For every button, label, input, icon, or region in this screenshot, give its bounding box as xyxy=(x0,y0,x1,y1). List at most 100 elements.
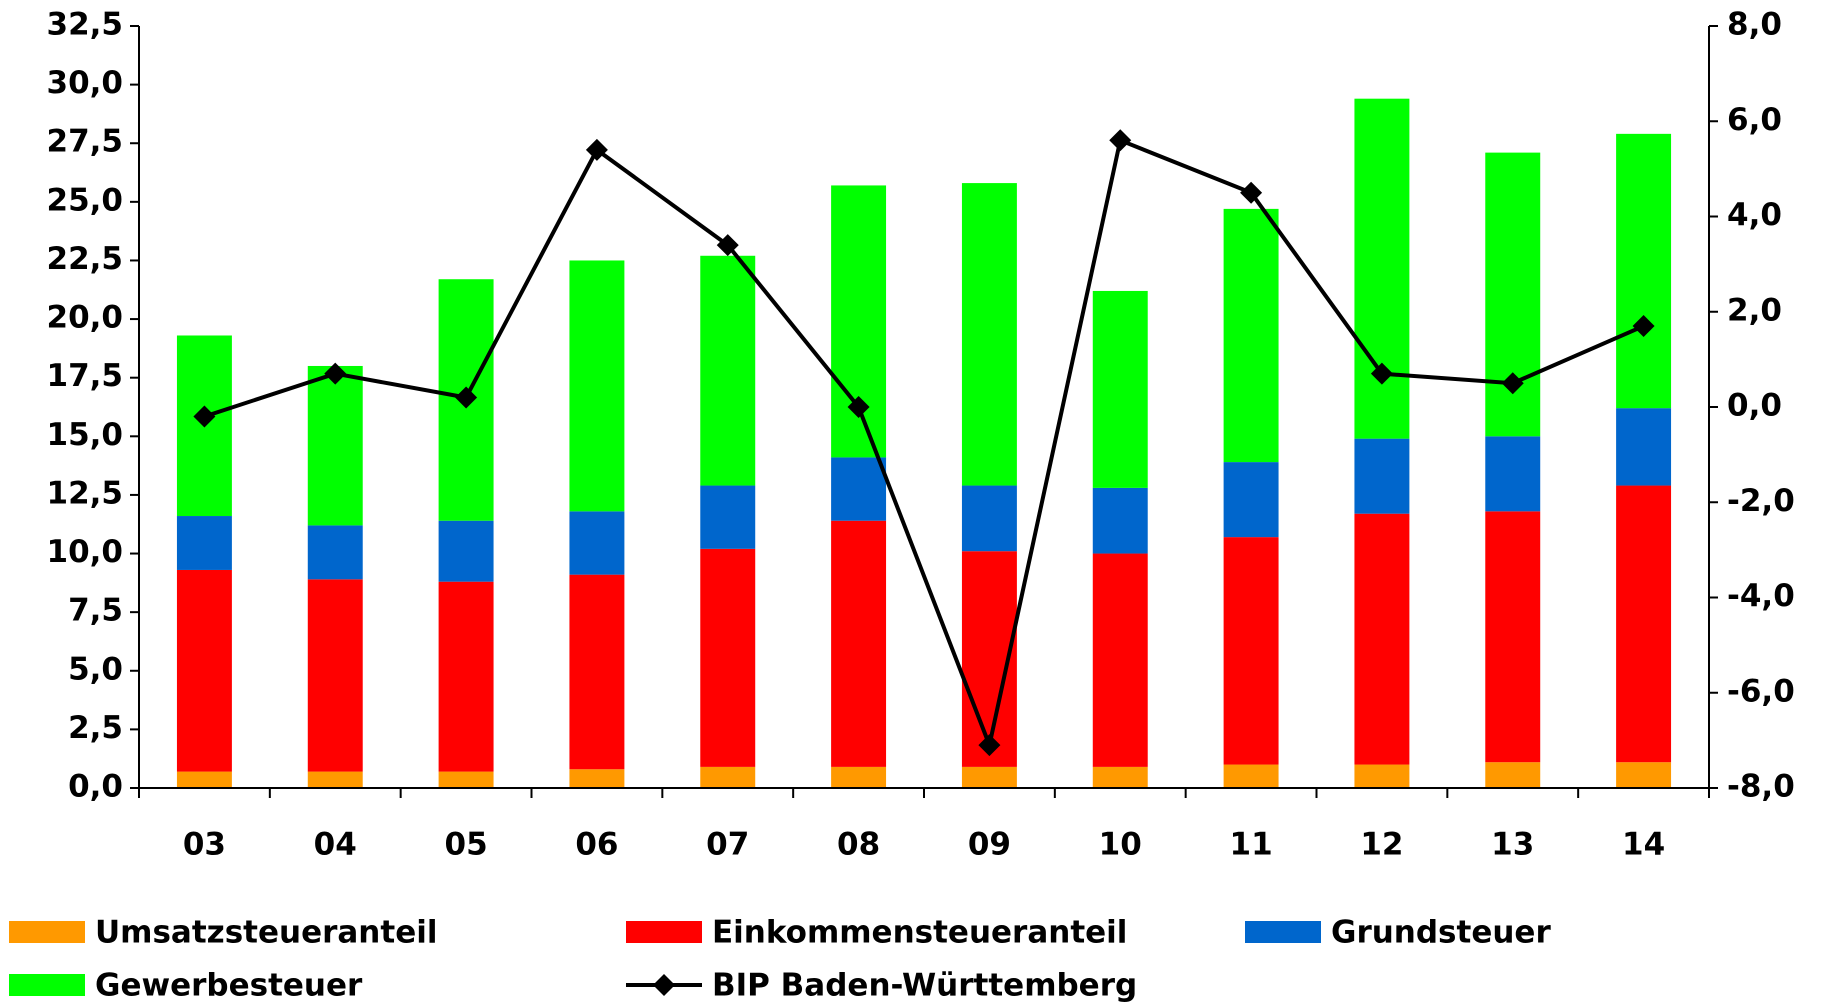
bar-segment xyxy=(1616,485,1672,763)
legend-swatch xyxy=(9,921,85,943)
x-tick-label: 11 xyxy=(1230,827,1273,863)
marker xyxy=(1632,315,1655,338)
y-tick-label: 2,5 xyxy=(68,710,123,746)
y-tick-label: 32,5 xyxy=(47,7,124,43)
bar-segment xyxy=(1223,462,1279,538)
x-tick-label: 13 xyxy=(1491,827,1534,863)
y2-tick-label: 0,0 xyxy=(1727,388,1782,424)
bar-segment xyxy=(438,581,494,772)
y2-tick-label: 2,0 xyxy=(1727,292,1782,328)
bar-segment xyxy=(438,771,494,788)
marker xyxy=(324,362,347,385)
legend-label: BIP Baden-Württemberg xyxy=(712,968,1137,1004)
x-tick-label: 14 xyxy=(1622,827,1665,863)
bar-segment xyxy=(700,255,756,486)
y2-tick-label: -2,0 xyxy=(1727,483,1795,519)
y-tick-label: 0,0 xyxy=(68,769,123,805)
y-tick-label: 17,5 xyxy=(47,358,124,394)
y-tick-label: 27,5 xyxy=(47,124,124,160)
bar-segment xyxy=(831,457,887,521)
y-tick-label: 30,0 xyxy=(47,65,124,101)
y-tick-label: 12,5 xyxy=(47,475,124,511)
bar-segment xyxy=(961,485,1017,552)
bar-segment xyxy=(1092,487,1148,554)
bar-segment xyxy=(961,183,1017,486)
bar-segment xyxy=(176,569,232,772)
bar-segment xyxy=(1223,208,1279,463)
x-tick-label: 03 xyxy=(183,827,226,863)
bar-segment xyxy=(1223,537,1279,765)
y-tick-label: 7,5 xyxy=(68,593,123,629)
bar-segment xyxy=(1485,436,1541,512)
y2-tick-label: -8,0 xyxy=(1727,769,1795,805)
bar-segment xyxy=(1616,762,1672,788)
marker xyxy=(1109,129,1132,152)
bar-segment xyxy=(1354,513,1410,765)
bar-segment xyxy=(307,365,363,526)
marker xyxy=(978,734,1001,757)
bar-segment xyxy=(1092,290,1148,488)
bar-segment xyxy=(1616,408,1672,486)
bar-segment xyxy=(1485,511,1541,763)
marker xyxy=(455,386,478,409)
bar-segment xyxy=(569,511,625,575)
bar-segment xyxy=(1092,553,1148,767)
x-tick-label: 06 xyxy=(575,827,618,863)
y2-tick-label: 8,0 xyxy=(1727,7,1782,43)
bar-segment xyxy=(700,766,756,788)
bar-segment xyxy=(1616,133,1672,409)
bar-segment xyxy=(569,769,625,788)
bar-segment xyxy=(307,579,363,772)
y-tick-label: 15,0 xyxy=(47,417,124,453)
line xyxy=(203,137,1645,753)
bar-segment xyxy=(831,520,887,767)
marker xyxy=(847,396,870,418)
bar-segment xyxy=(569,574,625,770)
y-tick-label: 25,0 xyxy=(47,182,124,218)
bar-segment xyxy=(1354,98,1410,439)
bar-segment xyxy=(307,525,363,580)
marker xyxy=(585,138,608,161)
bar-segment xyxy=(1092,766,1148,788)
x-tick-label: 09 xyxy=(968,827,1011,863)
bar-segment xyxy=(1485,762,1541,788)
bar-segment xyxy=(961,766,1017,788)
bar-segment xyxy=(569,260,625,512)
bar-segment xyxy=(176,516,232,570)
y-tick-label: 20,0 xyxy=(47,300,124,336)
bar-segment xyxy=(700,548,756,767)
y2-tick-label: -6,0 xyxy=(1727,673,1795,709)
bar-segment xyxy=(1354,438,1410,514)
y2-tick-label: 6,0 xyxy=(1727,102,1782,138)
marker xyxy=(1240,181,1263,204)
legend-swatch xyxy=(9,974,85,996)
legend-marker xyxy=(653,974,675,996)
x-tick-label: 04 xyxy=(314,827,357,863)
y2-tick-label: -4,0 xyxy=(1727,578,1795,614)
bar-segment xyxy=(1223,764,1279,788)
legend-label: Grundsteuer xyxy=(1331,915,1551,951)
marker xyxy=(1501,372,1524,395)
y2-tick-label: 4,0 xyxy=(1727,197,1782,233)
legend-label: Umsatzsteueranteil xyxy=(95,915,437,951)
bar-segment xyxy=(307,771,363,788)
legend-swatch xyxy=(1245,921,1321,943)
y-tick-label: 10,0 xyxy=(47,534,124,570)
x-tick-label: 12 xyxy=(1360,827,1403,863)
marker xyxy=(716,234,739,257)
x-tick-label: 07 xyxy=(706,827,749,863)
marker xyxy=(1370,362,1393,385)
x-tick-label: 08 xyxy=(837,827,880,863)
legend-label: Gewerbesteuer xyxy=(95,968,363,1004)
legend-label: Einkommensteueranteil xyxy=(712,915,1127,951)
marker xyxy=(193,405,216,428)
legend-swatch xyxy=(626,921,702,943)
y-tick-label: 5,0 xyxy=(68,651,123,687)
x-tick-label: 10 xyxy=(1099,827,1142,863)
bar-segment xyxy=(700,485,756,549)
x-tick-label: 05 xyxy=(445,827,488,863)
bar-segment xyxy=(1354,764,1410,788)
y-tick-label: 22,5 xyxy=(47,241,124,277)
bar-segment xyxy=(831,766,887,788)
